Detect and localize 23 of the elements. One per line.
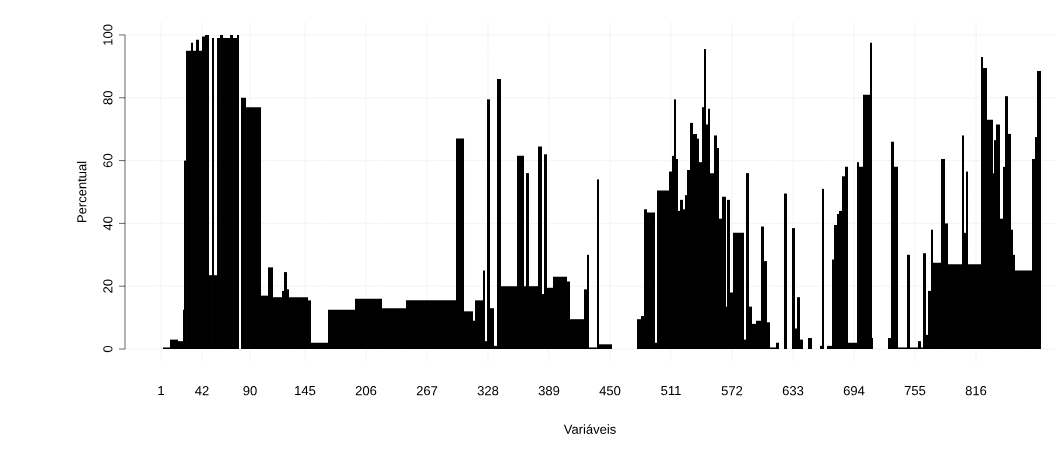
y-tick-label: 100 (103, 24, 113, 45)
y-tick-label: 20 (103, 279, 113, 293)
x-tick-label: 511 (661, 386, 681, 396)
x-tick-label: 206 (355, 386, 377, 396)
x-tick-label: 90 (243, 386, 257, 396)
x-tick-label: 328 (477, 386, 499, 396)
y-tick-label: 60 (103, 153, 113, 168)
x-tick-label: 42 (195, 386, 209, 396)
y-tick-label: 0 (103, 345, 113, 353)
y-tick-label: 80 (103, 91, 113, 105)
x-tick-label: 633 (782, 386, 804, 396)
x-axis-title: Variáveis (563, 424, 616, 434)
x-tick-label: 816 (965, 386, 987, 396)
x-tick-label: 267 (416, 386, 438, 396)
y-axis-title: Percentual (76, 161, 87, 222)
x-tick-label: 694 (843, 386, 865, 396)
x-tick-label: 145 (295, 386, 316, 396)
x-tick-label: 572 (721, 386, 743, 396)
x-tick-label: 1 (158, 386, 164, 396)
x-tick-label: 755 (904, 386, 926, 396)
x-tick-label: 450 (599, 386, 621, 396)
y-tick-label: 40 (103, 216, 113, 231)
x-tick-label: 389 (538, 386, 560, 396)
